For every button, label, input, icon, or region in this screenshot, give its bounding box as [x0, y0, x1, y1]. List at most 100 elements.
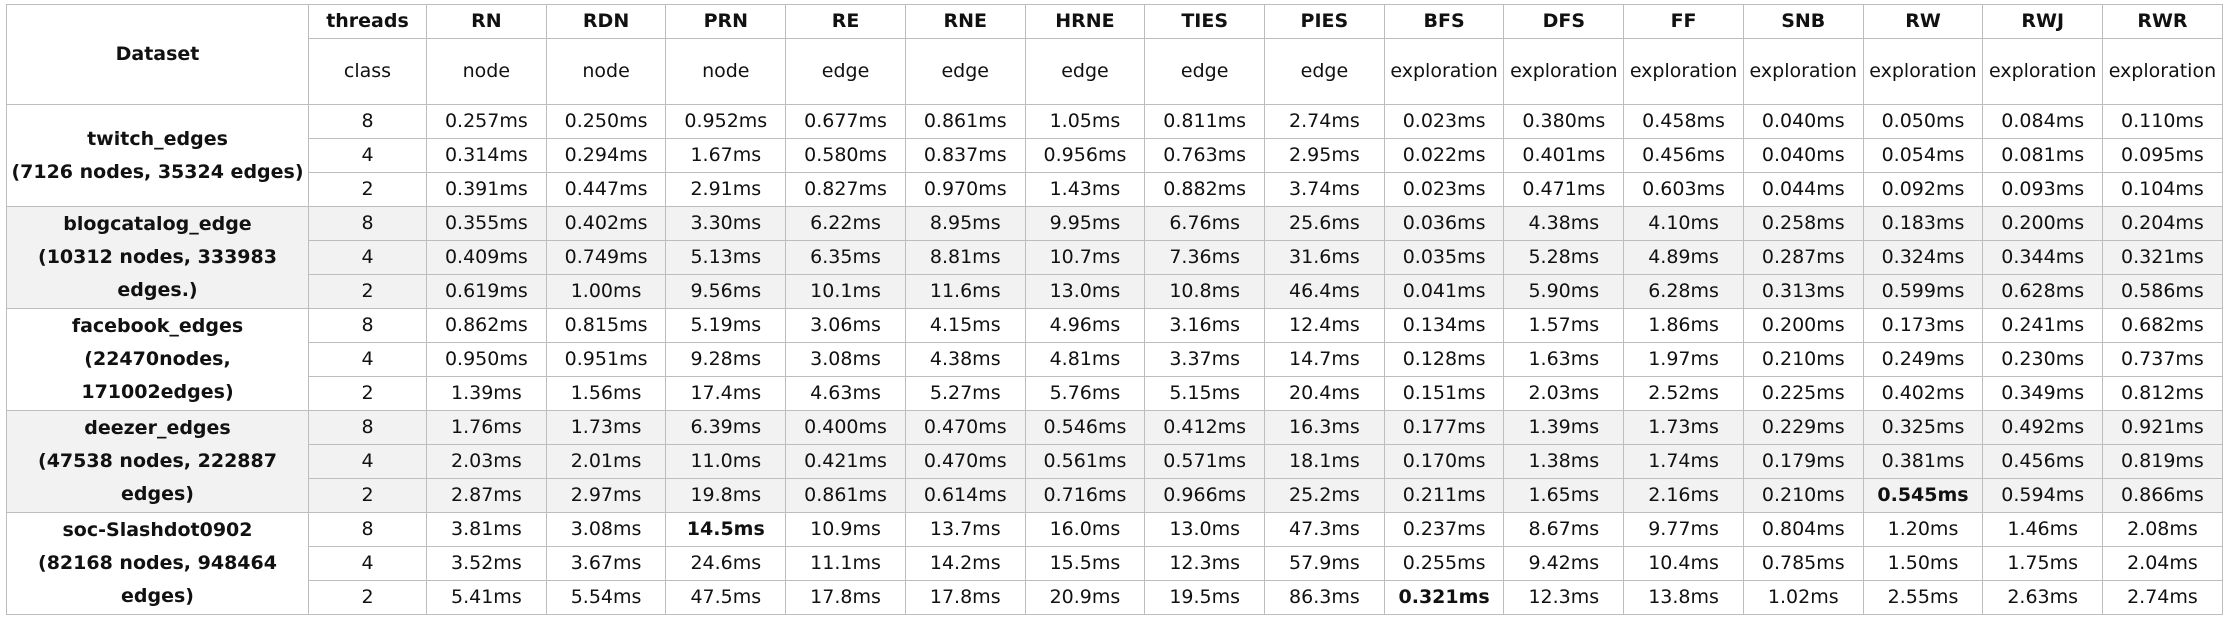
value-cell: 0.324ms: [1862, 240, 1984, 275]
column-class-rw: exploration: [1862, 38, 1984, 105]
column-header-rw: RW: [1862, 4, 1984, 39]
value-cell: 4.96ms: [1024, 308, 1146, 343]
threads-cell: 2: [308, 580, 427, 615]
value-cell: 1.75ms: [1982, 546, 2104, 581]
value-cell: 46.4ms: [1264, 274, 1385, 309]
value-cell: 0.447ms: [545, 172, 667, 207]
value-cell: 11.6ms: [904, 274, 1026, 309]
value-cell: 16.3ms: [1264, 410, 1385, 445]
threads-cell: 8: [308, 410, 427, 445]
value-cell: 47.3ms: [1264, 512, 1385, 547]
value-cell: 1.63ms: [1503, 342, 1625, 377]
value-cell: 0.237ms: [1383, 512, 1505, 547]
value-cell: 0.603ms: [1623, 172, 1744, 207]
class-row: class node node node edge edge edge edge edge exp…: [7, 38, 2223, 105]
threads-cell: 2: [308, 274, 427, 309]
column-header-rne: RNE: [904, 4, 1026, 39]
value-cell: 0.951ms: [545, 342, 667, 377]
column-header-hrne: HRNE: [1024, 4, 1146, 39]
value-cell: 0.210ms: [1742, 342, 1864, 377]
value-cell: 1.39ms: [426, 376, 547, 411]
value-cell: 0.294ms: [545, 138, 667, 173]
column-header-ff: FF: [1623, 4, 1744, 39]
value-cell: 1.00ms: [545, 274, 667, 309]
value-cell: 0.230ms: [1982, 342, 2104, 377]
value-cell: 1.20ms: [1862, 512, 1984, 547]
value-cell: 4.89ms: [1623, 240, 1744, 275]
value-cell: 11.0ms: [665, 444, 787, 479]
column-class-prn: node: [665, 38, 787, 105]
value-cell: 4.81ms: [1024, 342, 1146, 377]
value-cell: 0.882ms: [1144, 172, 1266, 207]
column-header-snb: SNB: [1742, 4, 1864, 39]
value-cell: 0.092ms: [1862, 172, 1984, 207]
value-cell: 24.6ms: [665, 546, 787, 581]
value-cell: 0.204ms: [2102, 206, 2223, 241]
value-cell: 1.05ms: [1024, 104, 1146, 139]
value-cell: 2.55ms: [1862, 580, 1984, 615]
value-cell: 0.035ms: [1383, 240, 1505, 275]
value-cell: 16.0ms: [1024, 512, 1146, 547]
table-row: 2 2.87ms 2.97ms 19.8ms 0.861ms 0.614ms 0.716ms…: [6, 478, 2223, 513]
column-header-bfs: BFS: [1383, 4, 1505, 39]
value-cell: 57.9ms: [1264, 546, 1385, 581]
value-cell: 0.173ms: [1862, 308, 1984, 343]
value-cell: 17.8ms: [904, 580, 1026, 615]
value-cell: 1.39ms: [1503, 410, 1625, 445]
column-class-rn: node: [426, 38, 547, 105]
column-header-rdn: RDN: [545, 4, 667, 39]
dataset-name: twitch_edges (7126 nodes, 35324 edges): [6, 104, 309, 207]
value-cell: 0.580ms: [785, 138, 906, 173]
value-cell: 25.6ms: [1264, 206, 1385, 241]
value-cell: 10.1ms: [785, 274, 906, 309]
table-row: soc-Slashdot0902 (82168 nodes, 948464 edge…: [6, 512, 2223, 615]
threads-cell: 4: [308, 546, 427, 581]
value-cell: 3.74ms: [1264, 172, 1385, 207]
dataset-name: blogcatalog_edge (10312 nodes, 333983 edge…: [6, 206, 309, 309]
value-cell: 6.76ms: [1144, 206, 1266, 241]
value-cell: 4.38ms: [1503, 206, 1625, 241]
value-cell: 0.785ms: [1742, 546, 1864, 581]
value-cell: 5.13ms: [665, 240, 787, 275]
value-cell: 0.183ms: [1862, 206, 1984, 241]
value-cell: 0.380ms: [1503, 104, 1625, 139]
value-cell: 2.16ms: [1623, 478, 1744, 513]
value-cell: 0.402ms: [545, 206, 667, 241]
table-row: deezer_edges (47538 nodes, 222887 edges) 8 1…: [6, 410, 2223, 513]
dataset-name-line: twitch_edges: [87, 127, 228, 150]
threads-cell: 4: [308, 240, 427, 275]
column-header-prn: PRN: [665, 4, 787, 39]
value-cell: 0.401ms: [1503, 138, 1625, 173]
value-cell: 0.200ms: [1982, 206, 2104, 241]
value-cell: 0.250ms: [545, 104, 667, 139]
value-cell: 0.561ms: [1024, 444, 1146, 479]
value-cell: 0.599ms: [1862, 274, 1984, 309]
value-cell: 0.837ms: [904, 138, 1026, 173]
value-cell: 0.349ms: [1982, 376, 2104, 411]
value-cell: 2.95ms: [1264, 138, 1385, 173]
value-cell: 0.255ms: [1383, 546, 1505, 581]
value-cell: 20.9ms: [1024, 580, 1146, 615]
value-cell: 0.862ms: [426, 308, 547, 343]
threads-cell: 2: [308, 478, 427, 513]
class-header: class: [308, 38, 427, 105]
column-class-rwr: exploration: [2102, 38, 2223, 105]
value-cell: 1.67ms: [665, 138, 787, 173]
value-cell: 25.2ms: [1264, 478, 1385, 513]
value-cell: 4.38ms: [904, 342, 1026, 377]
value-cell: 9.28ms: [665, 342, 787, 377]
value-cell: 0.095ms: [2102, 138, 2223, 173]
value-cell: 3.37ms: [1144, 342, 1266, 377]
value-cell: 0.041ms: [1383, 274, 1505, 309]
value-cell: 0.241ms: [1982, 308, 2104, 343]
value-cell: 6.39ms: [665, 410, 787, 445]
value-cell: 3.52ms: [426, 546, 547, 581]
value-cell: 4.63ms: [785, 376, 906, 411]
value-cell: 19.8ms: [665, 478, 787, 513]
value-cell: 3.08ms: [545, 512, 667, 547]
value-cell: 0.804ms: [1742, 512, 1864, 547]
value-cell: 1.97ms: [1623, 342, 1744, 377]
value-cell: 2.74ms: [2102, 580, 2223, 615]
value-cell: 2.63ms: [1982, 580, 2104, 615]
header-row: Dataset threads RN RDN PRN RE RNE HRNE TIES PIES B…: [6, 4, 2223, 105]
